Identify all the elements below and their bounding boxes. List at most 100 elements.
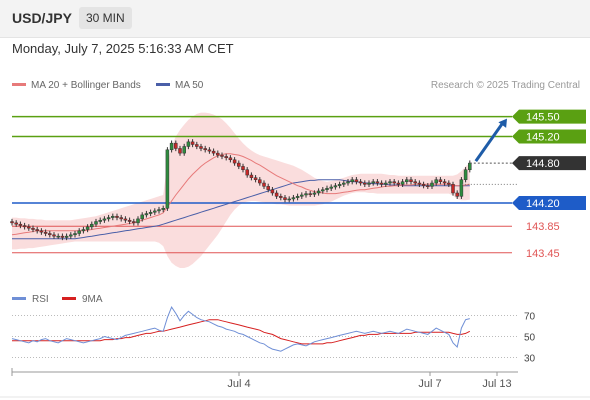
candle-body bbox=[434, 179, 438, 184]
candle-body bbox=[451, 184, 455, 194]
candle-body bbox=[106, 217, 111, 220]
candle-body bbox=[262, 182, 266, 187]
candle-body bbox=[111, 215, 115, 218]
candle-body bbox=[438, 179, 443, 182]
candle-body bbox=[127, 219, 132, 222]
candle-body bbox=[140, 214, 144, 220]
candle-body bbox=[60, 235, 65, 238]
candle-body bbox=[94, 221, 98, 225]
candle-body bbox=[102, 218, 107, 221]
candle-body bbox=[270, 189, 275, 194]
candle-body bbox=[396, 182, 401, 185]
candle-body bbox=[426, 185, 430, 187]
candle-body bbox=[350, 179, 354, 182]
candle-body bbox=[153, 210, 157, 213]
legend-9ma-swatch bbox=[62, 297, 76, 300]
candle-body bbox=[367, 182, 371, 185]
candle-body bbox=[316, 190, 321, 194]
candle-body bbox=[31, 227, 35, 230]
candle-body bbox=[43, 231, 48, 234]
candle-body bbox=[148, 211, 153, 214]
candle-body bbox=[73, 233, 77, 236]
candle-body bbox=[333, 185, 338, 188]
candle-body bbox=[413, 181, 417, 184]
candle-body bbox=[325, 188, 329, 190]
legend-rsi-swatch bbox=[12, 297, 26, 300]
rsi-tick-50: 50 bbox=[524, 333, 536, 344]
candle-body bbox=[409, 179, 413, 182]
candle-body bbox=[203, 148, 207, 151]
candle-body bbox=[375, 181, 380, 184]
candle-body bbox=[161, 208, 165, 210]
rsi-legend: RSI 9MA bbox=[12, 294, 103, 305]
legend-9ma-label: 9MA bbox=[82, 294, 103, 305]
candle-body bbox=[195, 144, 199, 147]
legend-ma20: MA 20 + Bollinger Bands bbox=[12, 80, 141, 91]
candle-body bbox=[337, 184, 342, 186]
candle-body bbox=[249, 174, 254, 178]
candle-body bbox=[291, 197, 296, 200]
candle-body bbox=[468, 162, 472, 170]
credit-label: Research © 2025 Trading Central bbox=[430, 80, 580, 91]
rsi-line bbox=[11, 306, 470, 352]
candle-body bbox=[144, 213, 149, 216]
rsi-tick-30: 30 bbox=[524, 354, 536, 365]
candle-body bbox=[169, 142, 174, 151]
rsi-9ma-line bbox=[12, 319, 471, 345]
candle-body bbox=[392, 181, 396, 184]
candle-body bbox=[69, 234, 73, 237]
level-tag-2 bbox=[512, 195, 586, 210]
candle-body bbox=[48, 233, 52, 236]
candle-body bbox=[228, 157, 233, 161]
candle-body bbox=[430, 182, 434, 187]
legend-ma50-swatch bbox=[156, 82, 170, 86]
candle-body bbox=[56, 235, 60, 238]
candle-body bbox=[211, 150, 216, 154]
candle-body bbox=[39, 230, 44, 233]
candle-body bbox=[81, 229, 86, 232]
candle-body bbox=[64, 235, 69, 238]
candle-body bbox=[245, 169, 249, 176]
candle-body bbox=[18, 223, 23, 226]
candle-body bbox=[421, 184, 426, 186]
candle-body bbox=[115, 215, 119, 218]
candle-body bbox=[90, 223, 94, 228]
candle-body bbox=[459, 179, 464, 197]
candle-body bbox=[136, 218, 140, 224]
candle-body bbox=[237, 162, 241, 167]
candle-body bbox=[287, 198, 291, 201]
candle-body bbox=[85, 226, 90, 230]
ma50-line bbox=[12, 179, 470, 240]
candle-body bbox=[417, 182, 422, 185]
level-tag-1 bbox=[512, 129, 586, 144]
candle-body bbox=[22, 225, 27, 228]
candle-body bbox=[283, 197, 287, 200]
candle-body bbox=[199, 146, 203, 149]
candle-body bbox=[27, 226, 31, 229]
legend-ma50: MA 50 bbox=[156, 80, 203, 91]
candle-body bbox=[279, 196, 283, 198]
candle-body bbox=[295, 196, 300, 198]
candle-body bbox=[321, 189, 325, 192]
candle-body bbox=[232, 159, 237, 164]
level-label-0: 145.50 bbox=[526, 112, 560, 124]
level-label-2: 144.20 bbox=[526, 198, 560, 210]
candle-body bbox=[312, 192, 317, 195]
candle-body bbox=[274, 192, 279, 197]
candle-body bbox=[224, 156, 228, 159]
header-bar: USD/JPY 30 MIN bbox=[0, 0, 590, 38]
candle-body bbox=[447, 182, 451, 185]
candle-body bbox=[52, 234, 56, 237]
datetime-label: Monday, July 7, 2025 5:16:33 AM CET bbox=[12, 41, 234, 56]
candle-body bbox=[10, 221, 14, 224]
candle-body bbox=[371, 181, 375, 184]
current-price-label: 144.80 bbox=[526, 158, 560, 170]
candle-body bbox=[442, 181, 447, 184]
bollinger-band bbox=[12, 112, 470, 268]
candle-body bbox=[300, 194, 304, 197]
candle-body bbox=[186, 141, 191, 147]
candle-body bbox=[165, 149, 170, 209]
forecast-arrow bbox=[474, 121, 505, 162]
timeframe-badge[interactable]: 30 MIN bbox=[79, 7, 132, 29]
candle-body bbox=[400, 181, 405, 185]
